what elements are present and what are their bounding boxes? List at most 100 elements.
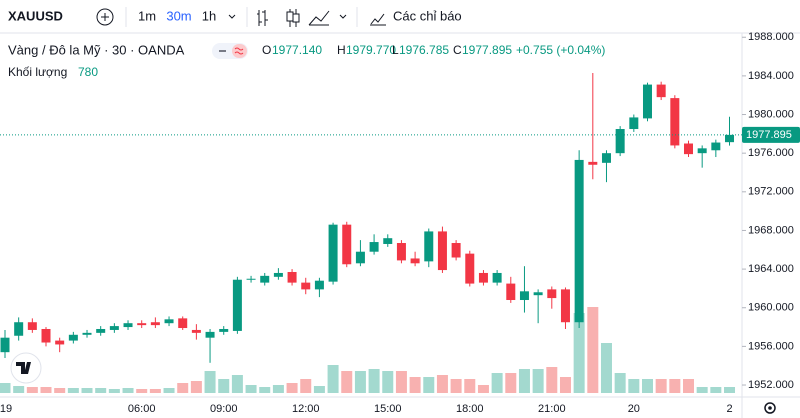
volume-bar [313,386,325,393]
candle-body [492,272,502,283]
area-icon[interactable] [308,10,330,26]
volume-bar [641,379,653,393]
candle-body [725,134,735,143]
volume-bar [286,383,298,393]
volume-bar [532,369,544,393]
symbol[interactable]: XAUUSD [8,8,63,23]
candle-body [355,251,365,264]
candle-body [629,117,639,130]
legend: Vàng / Đô la Mỹ · 30 · OANDA O 1977.140 … [8,42,605,79]
volume-bar [450,379,462,393]
volume-bar [163,388,175,393]
candle-body [137,323,147,326]
candle-body [601,153,611,163]
candle-body [670,98,680,146]
candle-body [711,142,721,151]
indicator-icon[interactable] [370,13,386,26]
volume-bar [505,373,517,393]
candle-body [219,328,229,332]
volume-bar [436,375,448,393]
volume-bar [724,387,736,393]
candle-body [232,279,242,331]
toolbar: XAUUSD 1m 30m 1h Các chỉ báo [0,7,800,34]
candle-body [123,323,133,328]
candle-body [396,243,406,261]
volume-bar [122,388,134,393]
ohlc-value: 1976.785 [399,43,449,57]
volume-bar [300,379,312,393]
bar-icon[interactable] [257,10,268,26]
y-tick-label: 1960.000 [748,302,794,314]
volume-bar [26,387,38,393]
volume-bar [368,369,380,393]
candle-body [383,238,393,244]
candle-body [533,292,543,296]
candle-body [109,326,119,330]
volume-bar [95,388,107,393]
candle-body [465,253,475,284]
candle-body [328,224,338,282]
candle-body [437,231,447,271]
volume-bar [655,379,667,393]
volume-value: 780 [78,65,98,79]
volume-bar [409,377,421,393]
candle-body [41,328,51,343]
volume-bar [710,387,722,393]
candle-body [27,322,37,330]
volume-bar [67,388,79,393]
change: +0.755 (+0.04%) [516,43,605,57]
candle-body [191,329,201,333]
candle-body [55,340,65,345]
candle-body [164,319,174,324]
volume-bar [108,389,120,393]
volume-bar [354,371,366,393]
candle-icon-body [292,13,300,23]
candle-body [82,332,92,335]
volume-bar [327,365,339,393]
candle-body [560,289,570,323]
ohlc-letter: H [337,43,346,57]
candle-body [205,331,215,338]
x-tick-label: 21:00 [538,403,566,415]
candle-body [246,278,256,280]
y-tick-label: 1952.000 [748,379,794,391]
ohlc-letter: L [392,43,399,57]
candle-body [273,272,283,277]
ohlc-value: 1979.770 [346,43,396,57]
candle-body [615,129,625,154]
y-tick-label: 1988.000 [748,31,794,43]
volume-bar [259,387,271,393]
candle-body [451,243,461,258]
volume-bar [149,389,161,393]
y-tick-label: 1976.000 [748,147,794,159]
logo[interactable] [10,352,42,384]
indicators-button[interactable]: Các chỉ báo [393,8,462,23]
x-tick-label: 19 [0,403,12,415]
candle-body [287,271,297,283]
interval[interactable]: 1h [202,8,216,23]
last-price-tag [742,126,800,143]
candle-body [68,334,78,341]
volume-bar [696,387,708,393]
gear-center [768,406,772,410]
interval[interactable]: 30m [166,8,191,23]
x-tick-label: 06:00 [128,403,156,415]
volume-bar [0,383,11,393]
ohlc-value: 1977.140 [272,43,322,57]
volume-bar [587,307,599,393]
chevron[interactable] [339,14,347,19]
candle-body [424,231,434,262]
add-symbol[interactable] [96,8,114,26]
chevron[interactable] [228,14,236,19]
interval[interactable]: 1m [138,8,156,23]
x-tick-label: 09:00 [210,403,238,415]
volume-bar [218,379,230,393]
legend-title: Vàng / Đô la Mỹ · 30 · OANDA [8,42,185,57]
volume-bar [13,386,25,393]
settings[interactable] [764,402,776,414]
candle-icon-body [286,11,294,22]
toggle-pill-half [232,44,247,58]
volume-bar [573,313,585,393]
